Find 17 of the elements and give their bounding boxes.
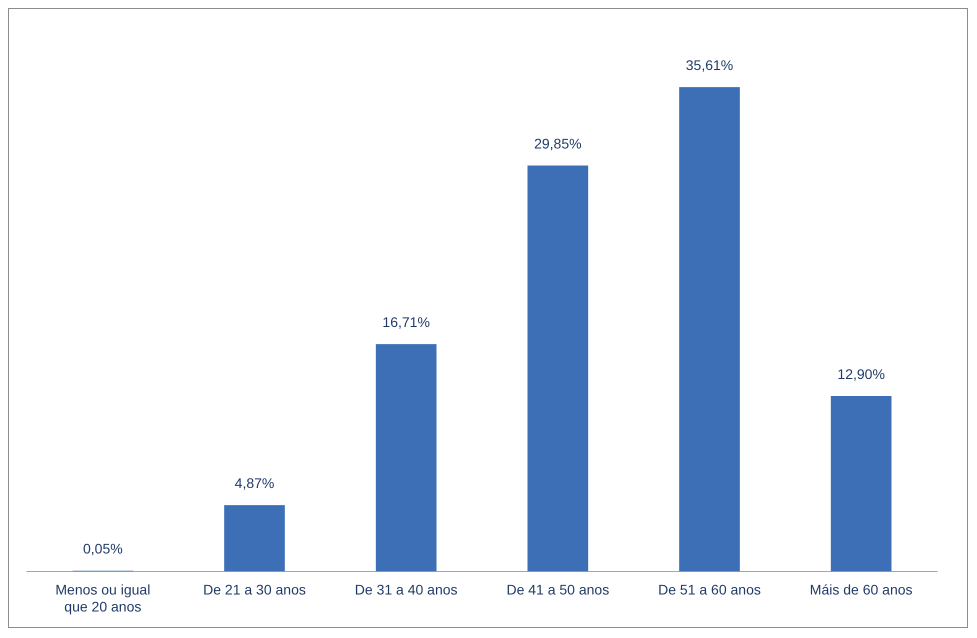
data-label: 16,71% (382, 314, 430, 330)
x-tick-label: Menos ou igual que 20 anos (55, 582, 150, 614)
x-tick-label: De 21 a 30 anos (203, 582, 306, 598)
data-label: 4,87% (234, 475, 274, 492)
x-tick-label: Máis de 60 anos (810, 582, 913, 598)
data-label: 29,85% (534, 135, 582, 152)
bar (224, 505, 285, 572)
x-tick-label: De 51 a 60 anos (658, 582, 761, 598)
data-label: 35,61% (686, 56, 734, 73)
bar (376, 344, 436, 572)
bar (830, 396, 892, 572)
x-tick-label: De 41 a 50 anos (506, 582, 610, 598)
bar (528, 165, 588, 572)
data-label: 12,90% (837, 366, 885, 382)
bar (679, 87, 740, 572)
data-label: 0,05% (82, 540, 123, 557)
x-tick-label: De 31 a 40 anos (354, 582, 458, 598)
